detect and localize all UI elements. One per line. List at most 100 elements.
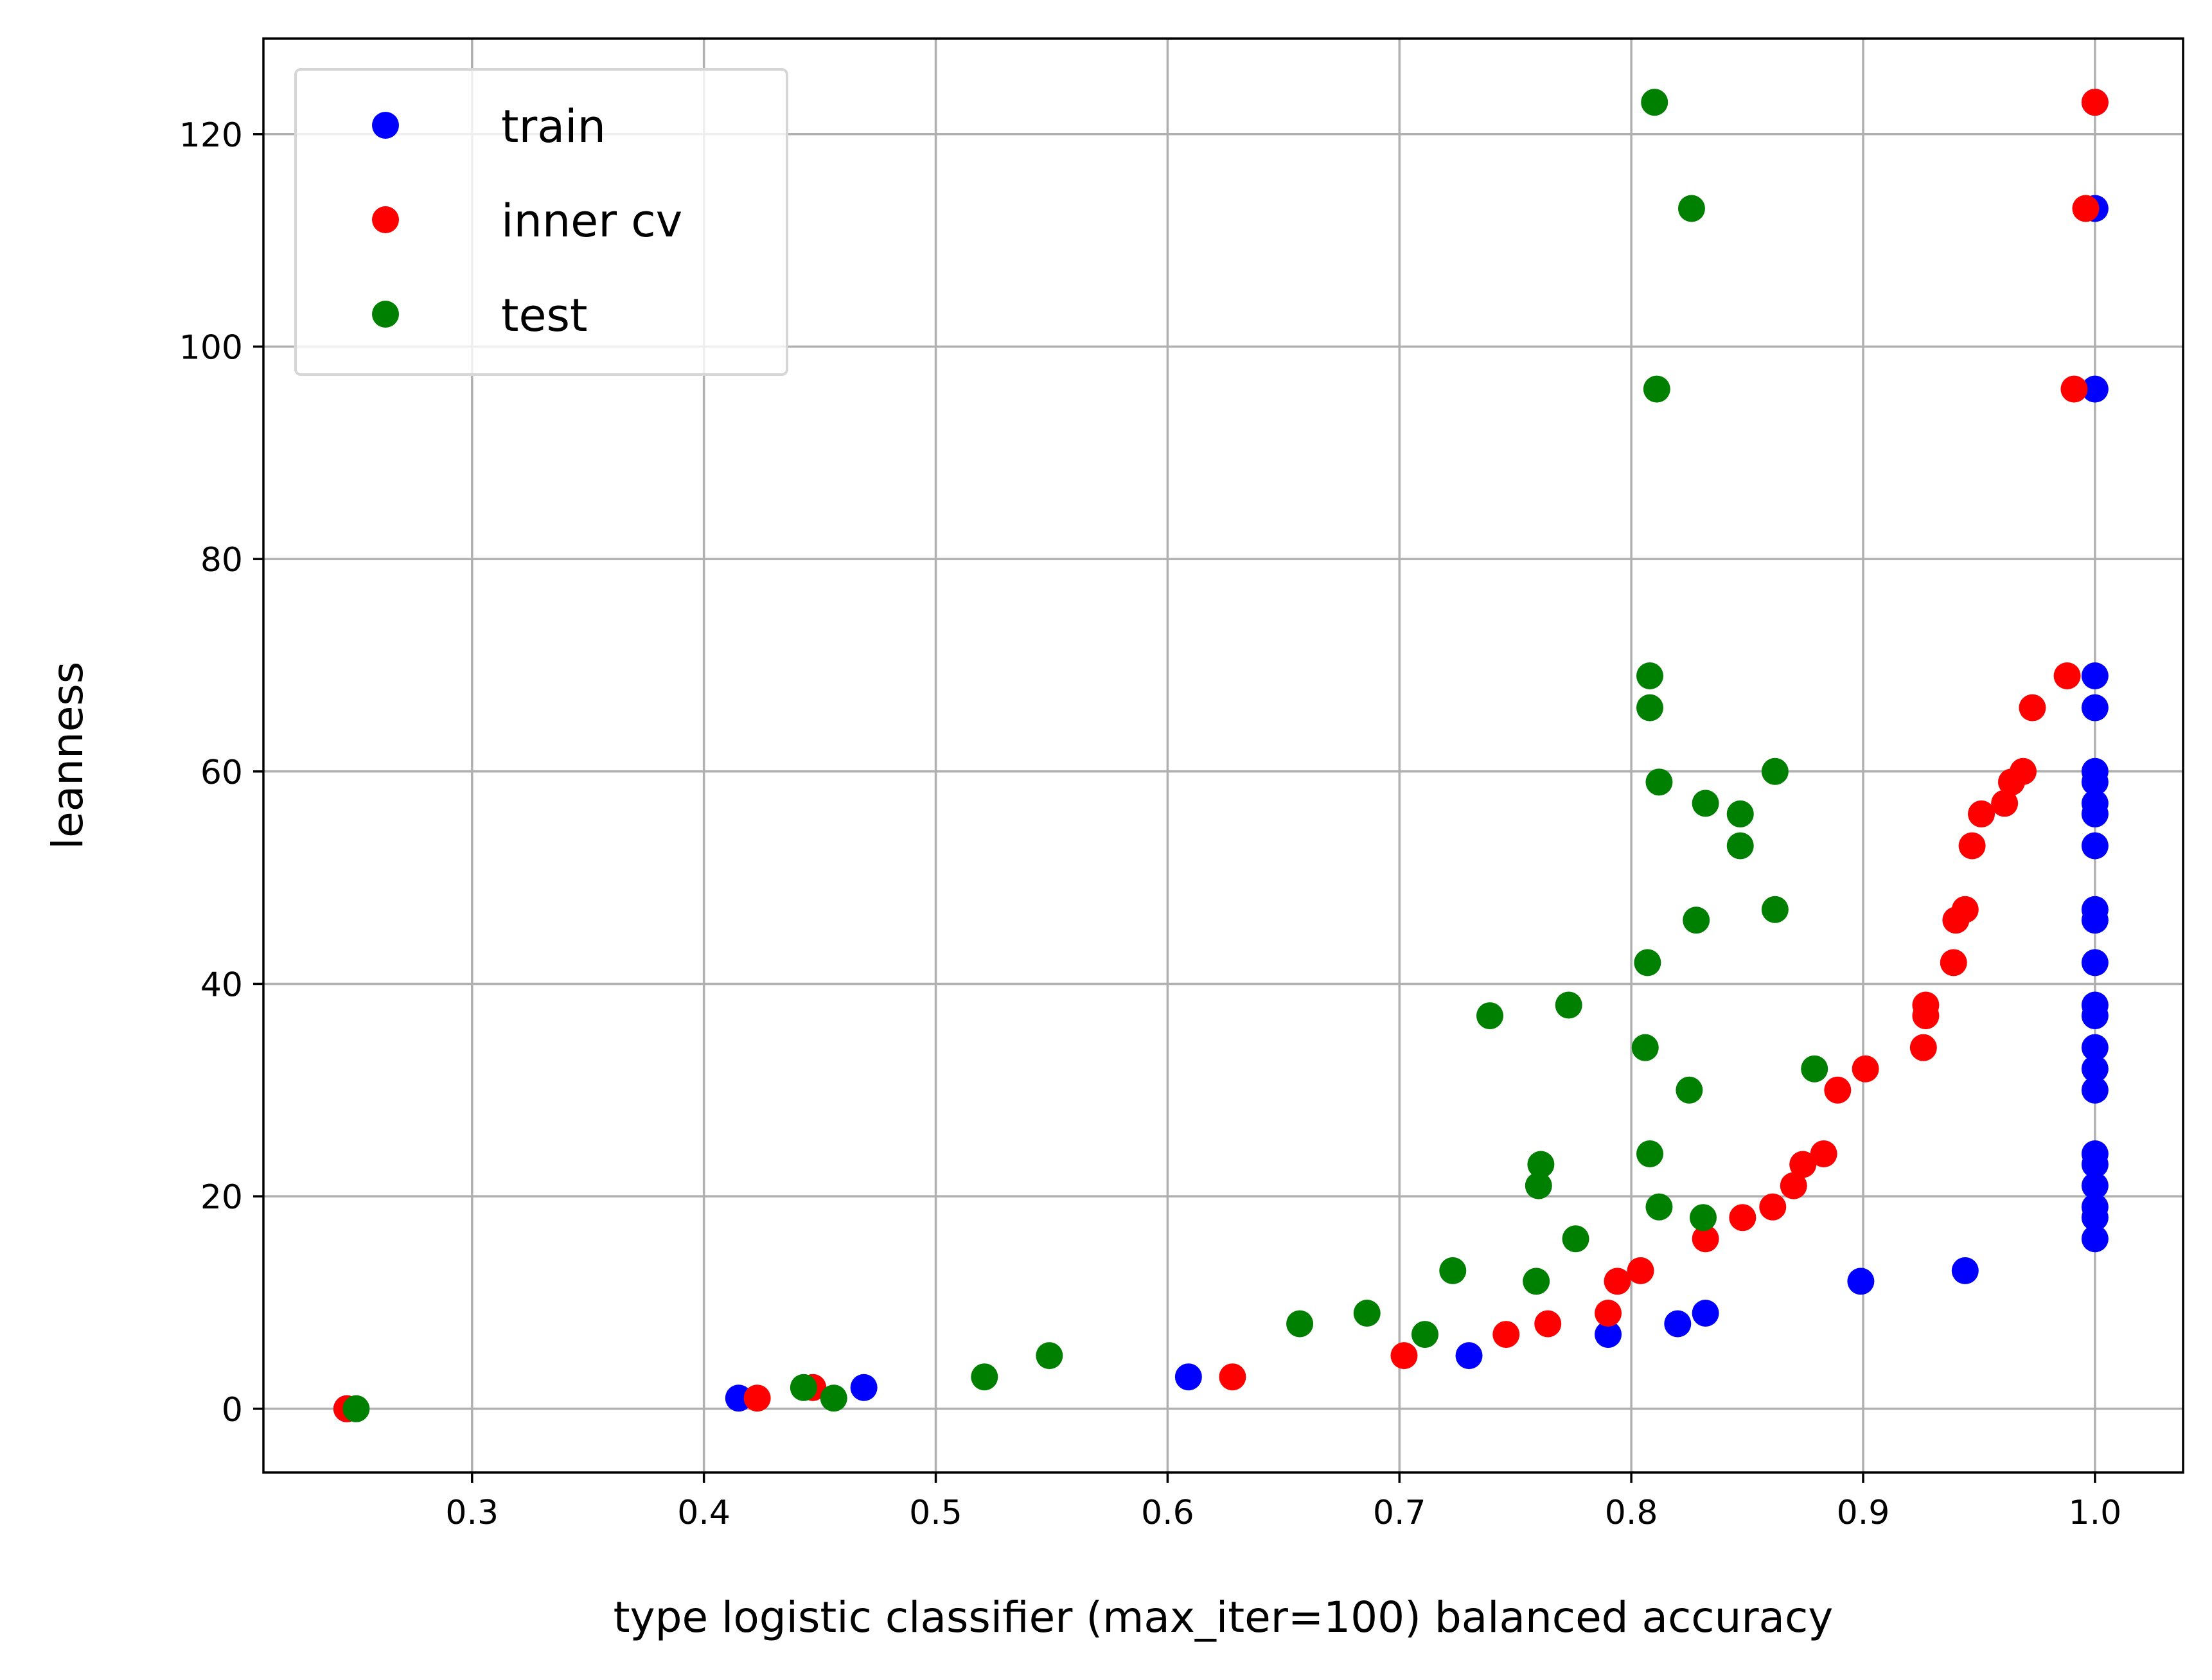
point-train (725, 1384, 752, 1412)
point-inner-cv (1759, 1193, 1787, 1221)
point-test (1726, 832, 1754, 860)
point-test (1636, 1140, 1663, 1167)
point-test (1525, 1172, 1552, 1199)
marker-layer (333, 89, 2109, 1422)
legend: train inner cv test (294, 68, 788, 376)
point-test (1527, 1151, 1555, 1178)
point-test (1636, 694, 1663, 721)
point-test (1692, 790, 1719, 817)
x-tick-label: 0.7 (1373, 1494, 1426, 1532)
point-train (2081, 1172, 2109, 1199)
point-test (1439, 1257, 1467, 1284)
point-inner-cv (1810, 1140, 1837, 1167)
point-test (1476, 1002, 1503, 1030)
point-inner-cv (2081, 89, 2109, 116)
point-test (1645, 768, 1673, 796)
x-tick-label: 0.8 (1605, 1494, 1658, 1532)
point-test (1631, 1034, 1659, 1061)
point-train (2081, 832, 2109, 860)
point-train (1692, 1300, 1719, 1327)
x-tick-label: 0.9 (1837, 1494, 1890, 1532)
point-test (1676, 1076, 1703, 1104)
point-inner-cv (2019, 694, 2046, 721)
point-test (1353, 1300, 1381, 1327)
x-tick-label: 1.0 (2069, 1494, 2122, 1532)
point-train (2081, 757, 2109, 785)
point-inner-cv (1595, 1300, 1622, 1327)
legend-box (294, 68, 788, 376)
point-test (1643, 375, 1670, 403)
point-test (1636, 662, 1663, 689)
y-tick-label: 0 (222, 1391, 243, 1429)
point-inner-cv (1780, 1172, 1807, 1199)
point-test (1641, 89, 1668, 116)
point-inner-cv (1958, 832, 1986, 860)
point-inner-cv (1534, 1310, 1562, 1338)
point-train (1664, 1310, 1692, 1338)
point-inner-cv (2060, 375, 2088, 403)
point-train (2081, 375, 2109, 403)
point-test (342, 1395, 370, 1422)
point-inner-cv (1390, 1342, 1418, 1370)
point-inner-cv (2072, 195, 2100, 222)
point-test (1761, 896, 1789, 923)
point-train (2081, 991, 2109, 1019)
point-train (1174, 1363, 1202, 1391)
y-tick-label: 120 (179, 116, 243, 155)
point-train (2081, 1034, 2109, 1061)
y-tick-label: 40 (200, 966, 243, 1004)
x-tick-label: 0.3 (445, 1494, 499, 1532)
plot-frame (262, 37, 2184, 1474)
legend-marker-test (372, 301, 399, 328)
point-test (1634, 949, 1661, 977)
point-inner-cv (2010, 757, 2037, 785)
x-tick-label: 0.4 (677, 1494, 730, 1532)
point-test (1726, 800, 1754, 827)
point-train (2081, 949, 2109, 977)
point-inner-cv (1940, 949, 1967, 977)
point-inner-cv (1824, 1076, 1852, 1104)
point-inner-cv (1627, 1257, 1654, 1284)
legend-entries: train inner cv test (372, 100, 682, 342)
point-test (1761, 757, 1789, 785)
point-test (1036, 1342, 1063, 1370)
point-train (1847, 1268, 1875, 1295)
legend-label-train: train (501, 100, 606, 153)
point-train (2081, 1076, 2109, 1104)
point-inner-cv (1852, 1055, 1879, 1083)
y-tick-label: 100 (179, 328, 243, 367)
point-inner-cv (1951, 896, 1979, 923)
point-train (2081, 896, 2109, 923)
point-train (1951, 1257, 1979, 1284)
point-inner-cv (2053, 662, 2081, 689)
point-test (1677, 195, 1705, 222)
point-inner-cv (1219, 1363, 1246, 1391)
point-inner-cv (1912, 991, 1940, 1019)
point-test (1286, 1310, 1314, 1338)
legend-label-test: test (501, 289, 587, 342)
point-train (1455, 1342, 1483, 1370)
point-train (850, 1374, 878, 1401)
y-tick-label: 80 (200, 541, 243, 579)
point-train (1595, 1321, 1622, 1348)
point-inner-cv (1789, 1151, 1817, 1178)
point-test (1683, 906, 1710, 934)
point-test (1801, 1055, 1828, 1083)
point-inner-cv (743, 1384, 771, 1412)
point-train (2081, 1140, 2109, 1167)
x-tick-label: 0.5 (909, 1494, 962, 1532)
point-train (2081, 1193, 2109, 1221)
point-test (790, 1374, 817, 1401)
legend-marker-train (372, 112, 399, 139)
x-tick-label: 0.6 (1141, 1494, 1194, 1532)
legend-label-inner-cv: inner cv (501, 195, 682, 247)
point-train (2081, 694, 2109, 721)
y-axis-label: leanness (43, 662, 93, 849)
point-inner-cv (1968, 800, 1995, 827)
point-inner-cv (1604, 1268, 1631, 1295)
point-test (1562, 1225, 1589, 1253)
point-test (971, 1363, 998, 1391)
point-train (2081, 1225, 2109, 1253)
